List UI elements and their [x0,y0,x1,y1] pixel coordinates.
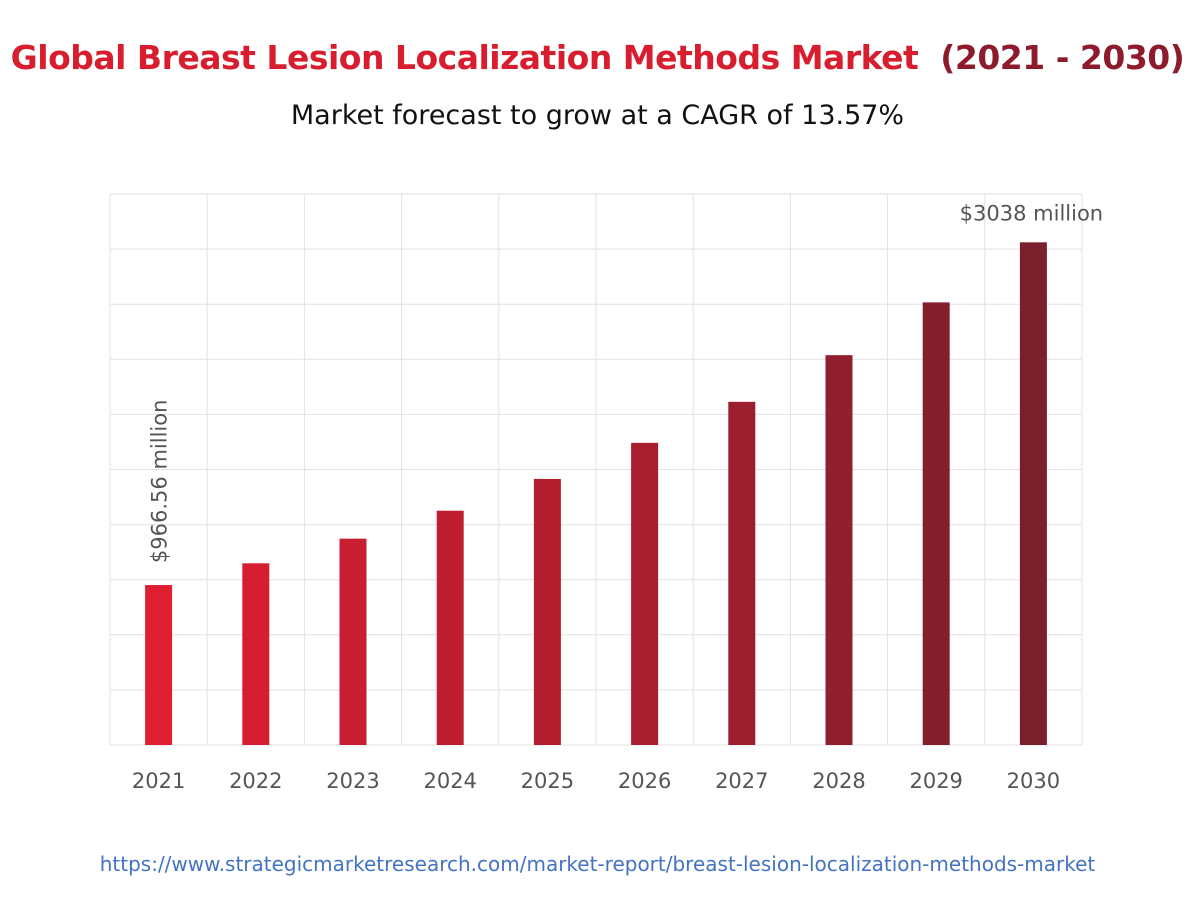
chart-subtitle: Market forecast to grow at a CAGR of 13.… [290,100,905,131]
bar-2021 [145,585,173,745]
x-tick-label: 2029 [909,769,962,793]
bar-2027 [728,401,756,745]
bar-2026 [631,442,659,745]
x-tick-label: 2021 [132,769,185,793]
bars [145,242,1047,745]
x-axis-tick-labels: 2021 2022 2023 2024 2025 2026 2027 2028 2029 2030 [132,769,1060,793]
x-tick-label: 2025 [521,769,574,793]
data-label-2021: $966.56 million [148,400,172,563]
bar-2025 [533,478,561,745]
x-tick-label: 2026 [618,769,671,793]
x-tick-label: 2023 [326,769,379,793]
title-main: Global Breast Lesion Localization Method… [10,38,919,77]
x-tick-label: 2022 [229,769,282,793]
gridlines [109,193,1083,746]
x-tick-label: 2028 [812,769,865,793]
x-tick-label: 2027 [715,769,768,793]
title-years: (2021 - 2030) [940,38,1185,77]
x-tick-label: 2024 [423,769,476,793]
chart-title: Global Breast Lesion Localization Method… [0,38,1195,77]
bar-2029 [922,302,950,745]
bar-2024 [436,510,464,745]
data-label-2030: $3038 million [960,201,1103,225]
bar-2023 [339,538,367,745]
bar-2022 [242,563,270,745]
x-tick-label: 2030 [1007,769,1060,793]
source-link[interactable]: https://www.strategicmarketresearch.com/… [99,852,1096,876]
data-labels: $966.56 million $3038 million [148,201,1104,563]
bar-2030 [1019,242,1047,745]
bar-2028 [825,355,853,745]
